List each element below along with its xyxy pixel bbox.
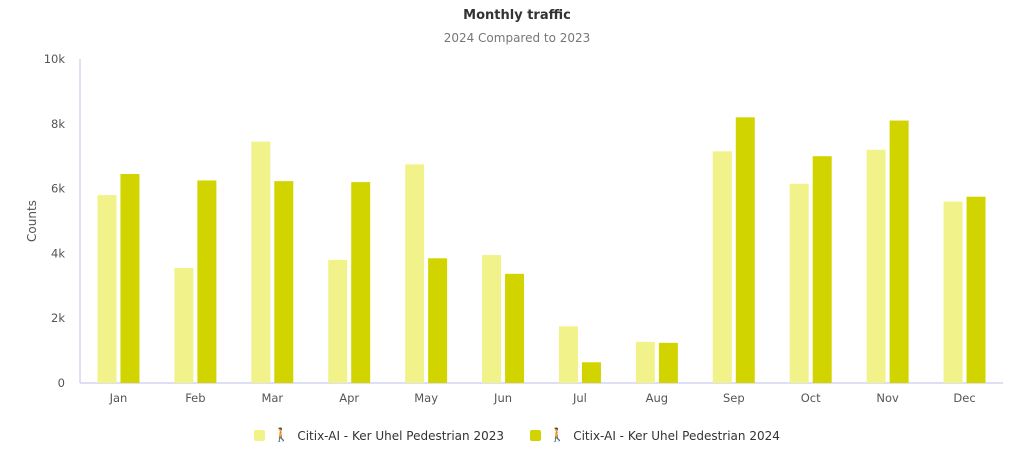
bar-nov-2023 xyxy=(866,149,886,383)
bar-jun-2023 xyxy=(482,255,502,383)
bar-apr-2024 xyxy=(351,182,371,383)
x-tick-label: Dec xyxy=(953,391,975,405)
x-tick-label: Aug xyxy=(646,391,668,405)
bar-mar-2023 xyxy=(251,141,271,383)
bar-oct-2024 xyxy=(812,156,832,383)
y-axis-label: Counts xyxy=(25,200,39,242)
bar-dec-2023 xyxy=(943,201,963,383)
x-tick-label: Apr xyxy=(339,391,359,405)
x-tick-label: Jul xyxy=(572,391,587,405)
bar-dec-2024 xyxy=(966,196,986,383)
bar-jan-2024 xyxy=(120,174,140,383)
y-tick-label: 2k xyxy=(51,311,65,325)
y-tick-label: 0 xyxy=(58,376,65,390)
x-tick-label: May xyxy=(414,391,438,405)
bar-jan-2023 xyxy=(97,195,117,383)
y-tick-label: 8k xyxy=(51,117,65,131)
bar-sep-2024 xyxy=(735,117,755,383)
x-tick-label: Jan xyxy=(109,391,128,405)
bar-chart: 0 2k 4k 6k 8k 10k Counts Jan Feb Mar Apr May Jun Jul A… xyxy=(25,52,1003,405)
bar-may-2023 xyxy=(405,164,425,383)
bar-may-2024 xyxy=(428,258,448,383)
bar-sep-2023 xyxy=(712,151,732,383)
legend-label-2024: Citix-AI - Ker Uhel Pedestrian 2024 xyxy=(573,428,780,443)
chart-subtitle: 2024 Compared to 2023 xyxy=(443,31,591,45)
legend-label-2023: Citix-AI - Ker Uhel Pedestrian 2023 xyxy=(297,428,504,443)
bar-nov-2024 xyxy=(889,120,909,383)
x-tick-label: Jun xyxy=(493,391,512,405)
bar-oct-2023 xyxy=(789,183,809,383)
bar-apr-2023 xyxy=(328,259,348,383)
x-tick-label: Oct xyxy=(801,391,821,405)
bar-feb-2024 xyxy=(197,180,217,383)
bar-aug-2024 xyxy=(658,342,678,383)
pedestrian-icon: 🚶 xyxy=(273,428,290,443)
bar-mar-2024 xyxy=(274,181,294,383)
chart-title: Monthly traffic xyxy=(463,8,571,23)
y-tick-label: 6k xyxy=(51,182,65,196)
bar-feb-2023 xyxy=(174,267,194,383)
pedestrian-icon: 🚶 xyxy=(549,428,566,443)
bar-aug-2023 xyxy=(635,341,655,383)
legend: 🚶 Citix-AI - Ker Uhel Pedestrian 2023 🚶 … xyxy=(0,428,1024,443)
y-tick-label: 4k xyxy=(51,246,65,260)
bar-jul-2024 xyxy=(581,362,601,383)
x-tick-label: Sep xyxy=(723,391,745,405)
legend-swatch-2023 xyxy=(254,430,266,441)
x-tick-label: Nov xyxy=(876,391,899,405)
y-tick-label: 10k xyxy=(44,52,66,66)
legend-item-2024[interactable]: 🚶 Citix-AI - Ker Uhel Pedestrian 2024 xyxy=(530,428,780,443)
x-tick-label: Feb xyxy=(185,391,205,405)
bar-jul-2023 xyxy=(558,326,578,383)
legend-item-2023[interactable]: 🚶 Citix-AI - Ker Uhel Pedestrian 2023 xyxy=(254,428,504,443)
legend-swatch-2024 xyxy=(530,430,541,441)
x-tick-label: Mar xyxy=(261,391,283,405)
bar-jun-2024 xyxy=(505,273,525,383)
